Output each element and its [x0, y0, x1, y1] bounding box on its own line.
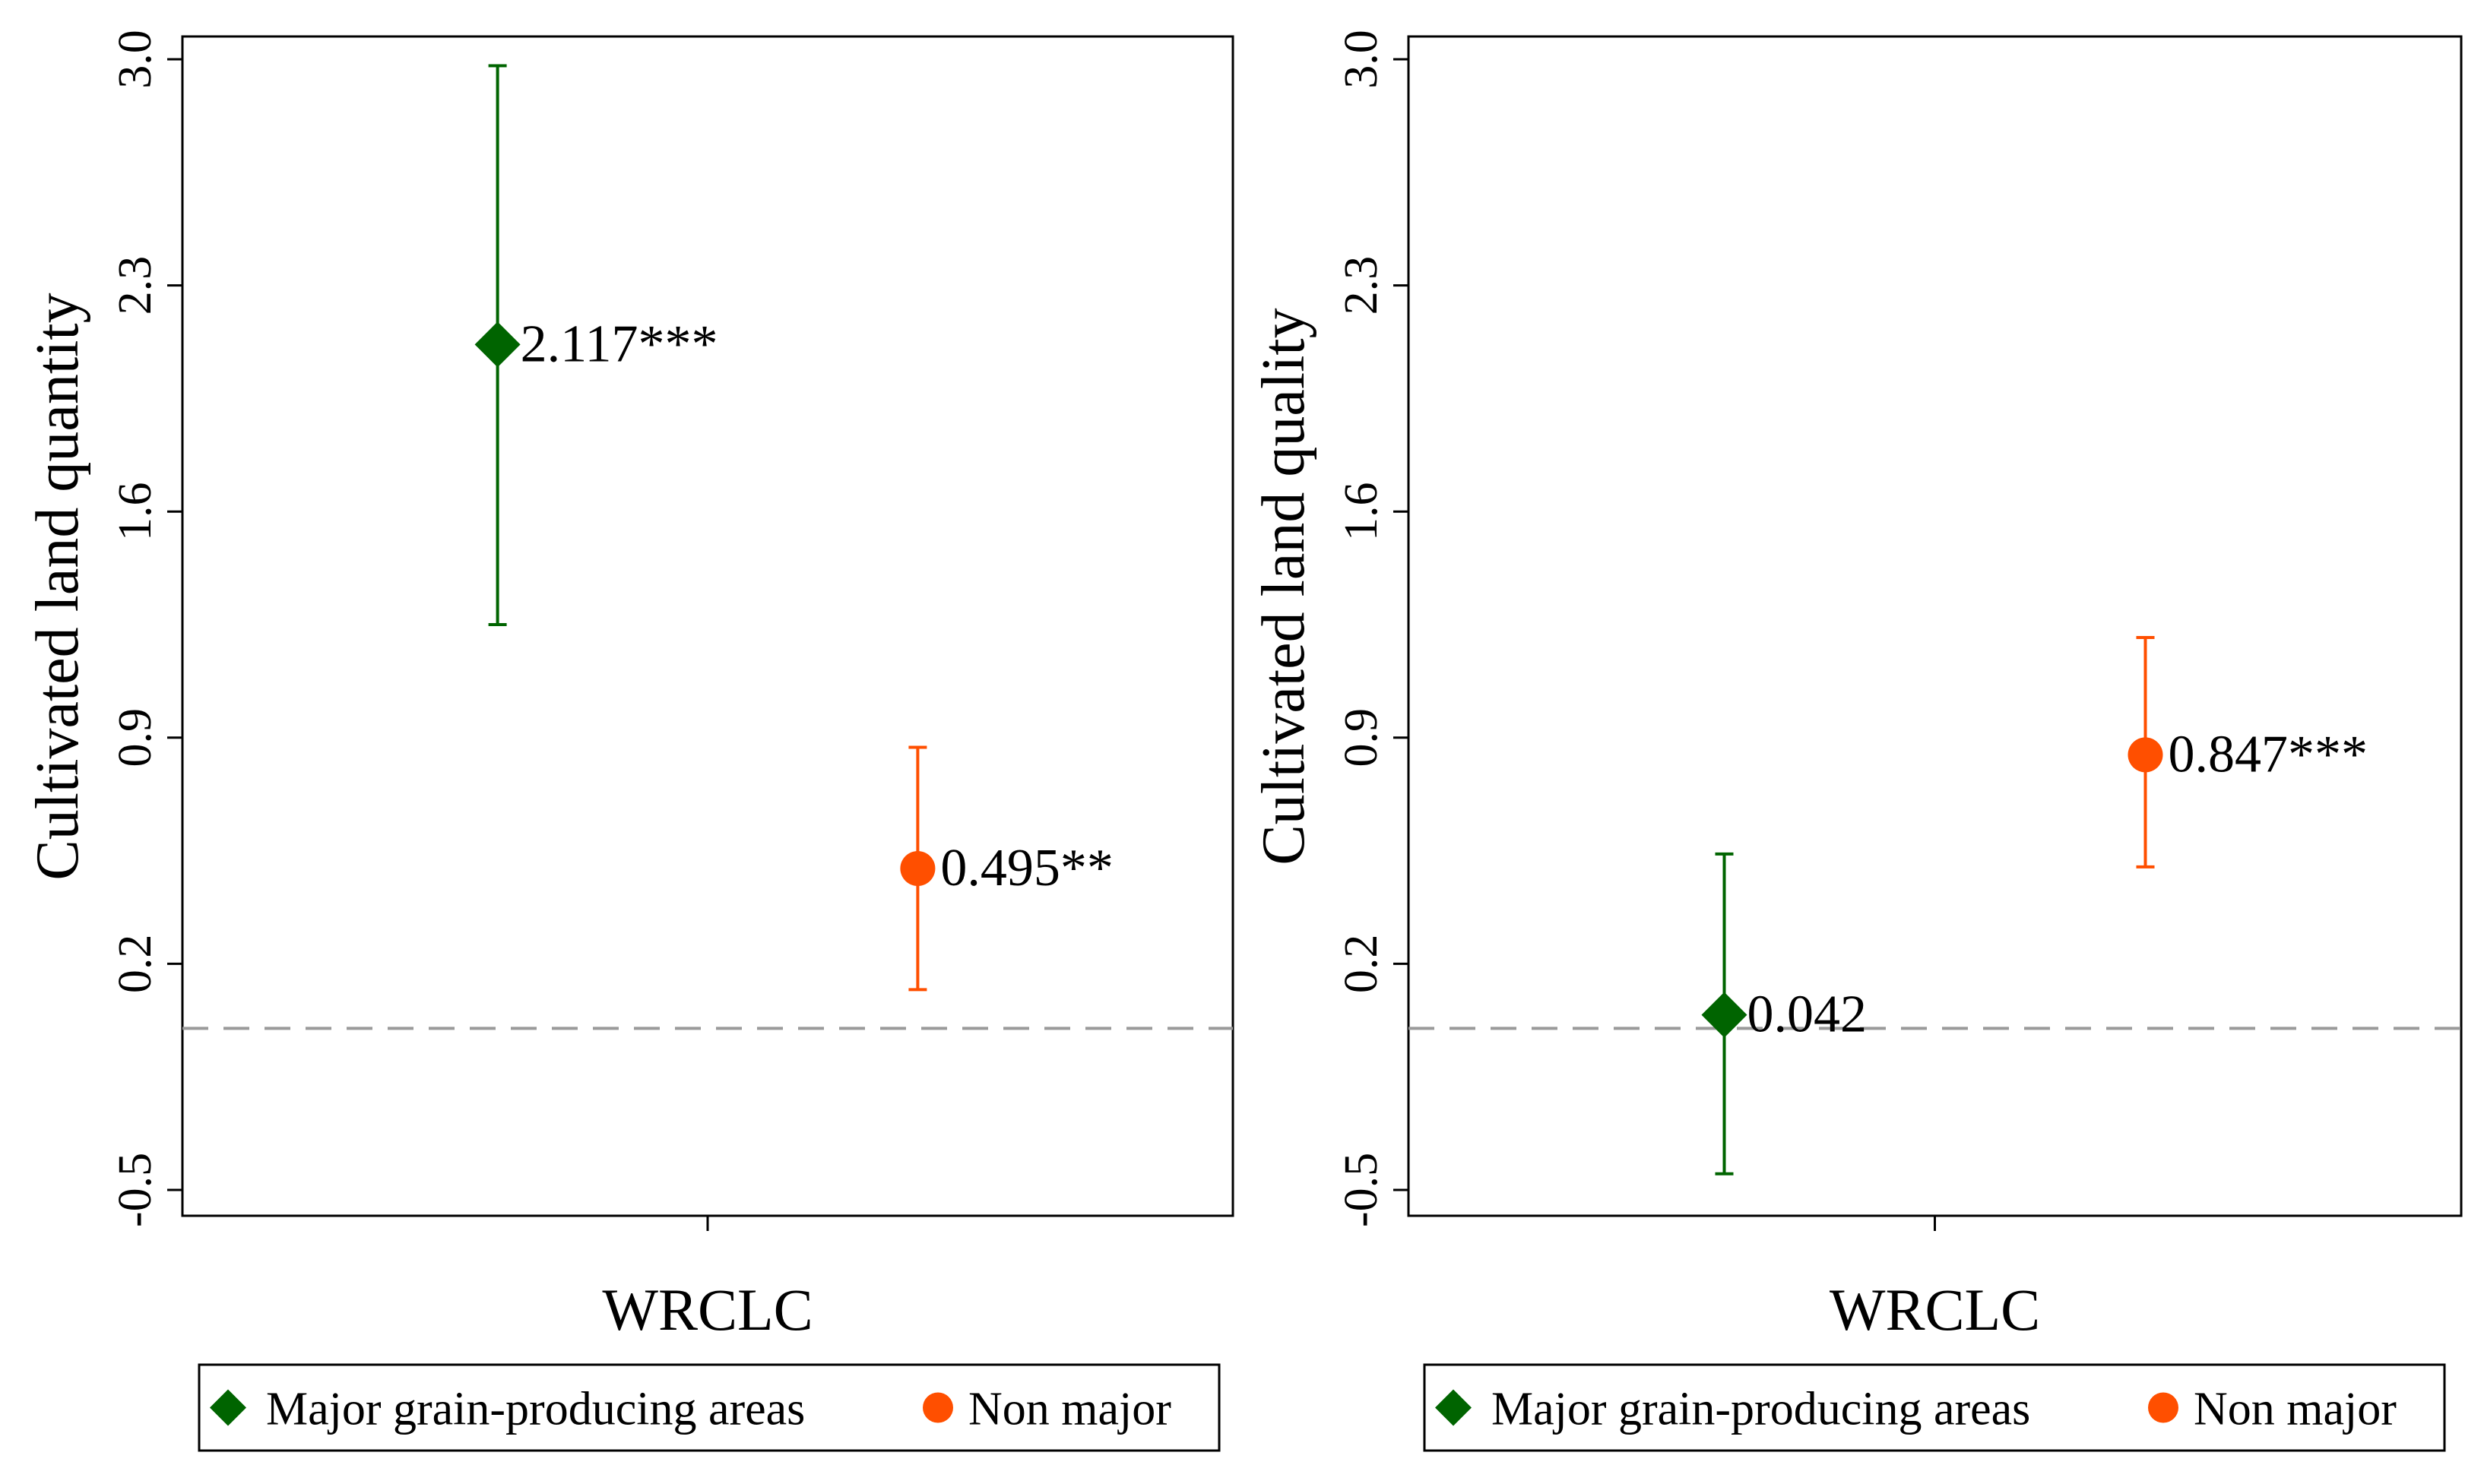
- legend-marker-diamond: [1435, 1389, 1472, 1426]
- y-axis-title: Cultivated land quantity: [24, 293, 91, 880]
- y-tick-label: 1.6: [1335, 482, 1387, 541]
- y-tick-label: -0.5: [1335, 1153, 1387, 1227]
- legend: Major grain-producing areas Non major: [1423, 1363, 2446, 1452]
- point-estimate-diamond: [474, 321, 521, 368]
- point-estimate-diamond: [1701, 992, 1747, 1038]
- point-estimate-label: 0.495**: [940, 839, 1114, 897]
- y-tick-label: 3.0: [1335, 30, 1387, 89]
- point-estimate-label: 2.117***: [521, 315, 718, 373]
- panel-2: -0.5 0.2 0.9 1.6 2.3 3.0 Cultivated land quali…: [1250, 30, 2463, 1452]
- legend-marker-diamond: [210, 1389, 246, 1426]
- y-tick-label: 0.2: [1335, 935, 1387, 994]
- point-estimate-circle: [2128, 737, 2163, 773]
- legend-box: [198, 1363, 1221, 1452]
- y-tick-label: -0.5: [109, 1153, 161, 1227]
- legend-label: Non major: [2194, 1384, 2397, 1435]
- y-axis-title: Cultivated land quality: [1250, 308, 1317, 865]
- x-axis-title: WRCLC: [602, 1277, 813, 1343]
- x-axis-title: WRCLC: [1830, 1277, 2040, 1343]
- legend-marker-circle: [923, 1392, 953, 1423]
- y-tick-label: 0.9: [1335, 708, 1387, 767]
- legend-label: Major grain-producing areas: [266, 1384, 805, 1435]
- plot-frame: [181, 35, 1234, 1217]
- y-tick-label: 2.3: [109, 256, 161, 315]
- point-estimate-label: 0.042: [1747, 986, 1868, 1044]
- legend-label: Major grain-producing areas: [1491, 1384, 2030, 1435]
- legend-marker-circle: [2148, 1392, 2178, 1423]
- legend-box: [1423, 1363, 2446, 1452]
- y-tick-label: 0.2: [109, 935, 161, 994]
- y-tick-label: 2.3: [1335, 256, 1387, 315]
- point-estimate-label: 0.847***: [2169, 725, 2368, 783]
- plot-frame: [1407, 35, 2463, 1217]
- point-estimate-circle: [900, 850, 936, 886]
- legend-label: Non major: [968, 1384, 1171, 1435]
- y-tick-label: 1.6: [109, 482, 161, 541]
- y-tick-label: 0.9: [109, 708, 161, 767]
- legend: Major grain-producing areas Non major: [198, 1363, 1221, 1452]
- panel-1: -0.5 0.2 0.9 1.6 2.3 3.0 Cultivated land quant…: [24, 30, 1234, 1452]
- y-tick-label: 3.0: [109, 30, 161, 89]
